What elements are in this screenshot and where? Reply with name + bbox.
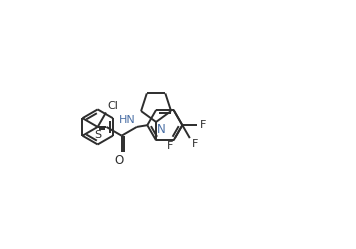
Text: S: S <box>95 130 102 140</box>
Text: F: F <box>167 140 174 150</box>
Text: O: O <box>114 154 123 167</box>
Text: F: F <box>192 139 198 149</box>
Text: F: F <box>200 120 206 130</box>
Text: N: N <box>157 123 166 136</box>
Text: Cl: Cl <box>107 101 118 111</box>
Text: HN: HN <box>119 115 136 125</box>
